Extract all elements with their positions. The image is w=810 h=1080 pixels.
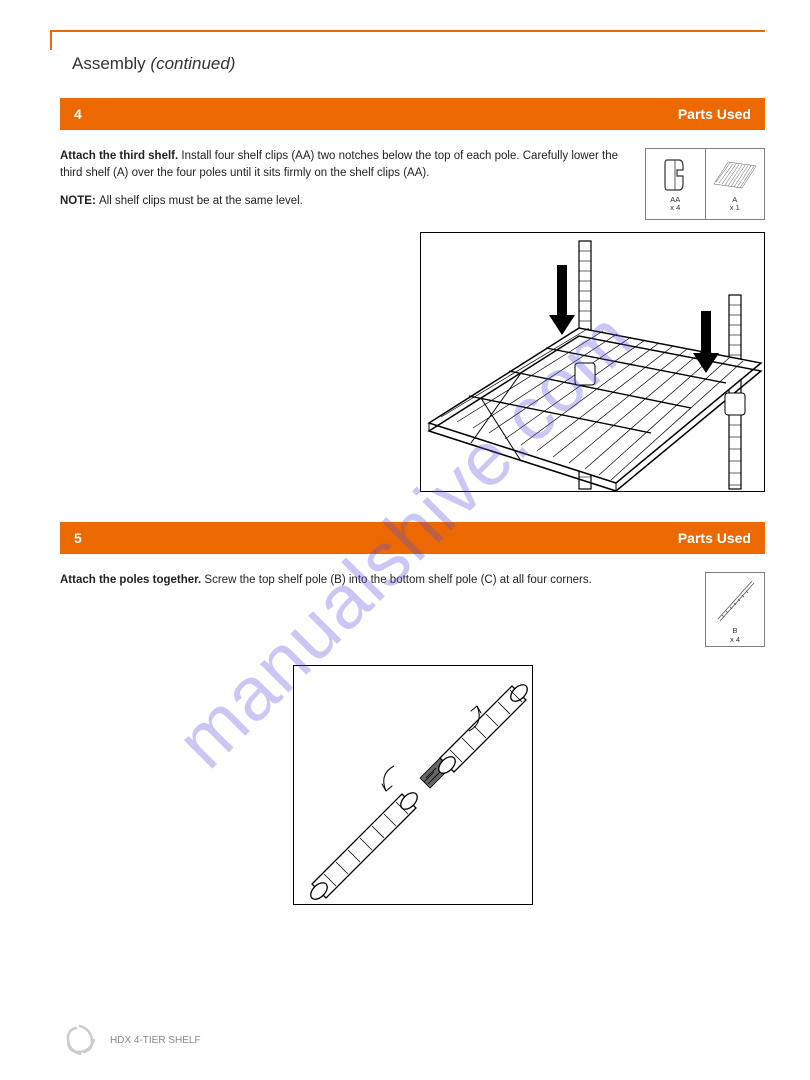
shelf-clip-icon: [661, 156, 689, 194]
step5-header: 5 Parts Used: [60, 522, 765, 554]
step4-text: Attach the third shelf. Install four she…: [60, 148, 625, 220]
step5-instr-bold: Attach the poles together.: [60, 574, 201, 586]
step4-parts-box: AAx 4: [645, 148, 765, 220]
logo-icon: [60, 1020, 100, 1060]
step4-content: Attach the third shelf. Install four she…: [60, 148, 765, 220]
part-a-cell: Ax 1: [705, 149, 765, 219]
step5-instr: Screw the top shelf pole (B) into the bo…: [204, 574, 591, 586]
step4-note: All shelf clips must be at the same leve…: [99, 195, 303, 207]
title-suffix: (continued): [150, 54, 235, 73]
part-b-cell: Bx 4: [705, 572, 765, 647]
step4-number: 4: [74, 106, 82, 122]
step5-text: Attach the poles together. Screw the top…: [60, 572, 625, 599]
step4-note-label: NOTE:: [60, 195, 99, 207]
step4-header: 4 Parts Used: [60, 98, 765, 130]
footer-text: HDX 4-TIER SHELF: [110, 1035, 201, 1046]
step5-parts-box: Bx 4: [645, 572, 765, 647]
page-title: Assembly (continued): [68, 54, 239, 74]
step5-number: 5: [74, 530, 82, 546]
step4-parts-used: Parts Used: [678, 106, 751, 122]
step4-instr-bold: Attach the third shelf.: [60, 150, 178, 162]
part-aa-cell: AAx 4: [646, 149, 705, 219]
title-prefix: Assembly: [72, 54, 150, 73]
step5-parts-used: Parts Used: [678, 530, 751, 546]
step4-illustration: [420, 232, 765, 492]
step5-content: Attach the poles together. Screw the top…: [60, 572, 765, 647]
shelf-icon: [712, 156, 758, 194]
footer: HDX 4-TIER SHELF: [60, 1020, 765, 1060]
pole-icon: [712, 575, 758, 625]
step5-illustration: [293, 665, 533, 905]
